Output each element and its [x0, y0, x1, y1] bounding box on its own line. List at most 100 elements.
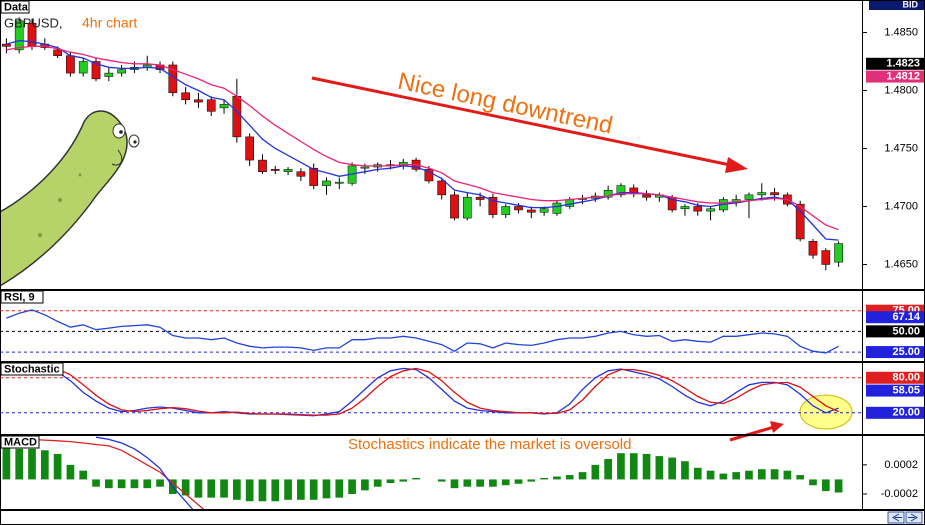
price-marker-label: 58.05: [892, 384, 920, 396]
bar: [79, 470, 88, 480]
bar: [2, 446, 11, 480]
panel-title: Stochastic: [4, 363, 60, 375]
bar: [834, 479, 843, 493]
cartoon-spot: [38, 233, 42, 237]
y-tick-label: 1.4800: [884, 84, 918, 96]
level-label-box: [866, 346, 924, 359]
bar: [642, 453, 651, 480]
annotation-arrow: [311, 76, 736, 168]
bar: [514, 479, 523, 484]
y-tick-label: 1.4650: [884, 258, 918, 270]
candle-body: [53, 49, 62, 56]
line-series: [6, 39, 839, 241]
candle-body: [526, 209, 536, 213]
candle-body: [206, 99, 216, 112]
level-label-box: [866, 371, 924, 384]
panel: [0, 365, 862, 417]
axis: 80.00 20.00 58.05: [866, 372, 924, 419]
y-tick-label: 20.00: [892, 407, 920, 419]
candle-body: [91, 61, 101, 80]
panel-title: Data: [4, 1, 29, 13]
price-marker: [866, 311, 924, 324]
bar: [655, 456, 664, 480]
candle-body: [117, 69, 126, 74]
bar: [28, 448, 36, 480]
bar: [821, 479, 830, 492]
line-series: [6, 365, 839, 416]
panel: [2, 436, 843, 509]
bar: [271, 479, 280, 502]
bar: [386, 479, 395, 484]
line-series: [6, 45, 839, 231]
bar: [476, 479, 484, 487]
candle-body: [78, 61, 88, 74]
annotation-arrow: [729, 425, 775, 442]
candle-body: [322, 180, 331, 186]
bar: [501, 479, 510, 486]
candle-body: [450, 194, 459, 219]
bar: [463, 479, 472, 487]
candle-body: [501, 206, 511, 215]
candle-body: [437, 180, 447, 196]
bar: [770, 469, 779, 480]
bar: [489, 479, 497, 487]
bar: [220, 479, 228, 498]
bar: [258, 479, 267, 502]
bar: [757, 469, 766, 480]
candle-body: [821, 250, 831, 265]
price-marker-label: 1.4823: [886, 58, 920, 70]
bar: [245, 479, 254, 502]
bar: [527, 479, 536, 482]
candle-body: [770, 192, 779, 196]
candle-body: [219, 104, 229, 109]
price-marker: [866, 57, 924, 70]
line-series: [6, 365, 839, 417]
panel-title: MACD: [4, 436, 37, 448]
bar: [284, 479, 292, 500]
axis-background: [863, 0, 925, 510]
line-series: [95, 436, 194, 509]
annotation: Stochastics indicate the market is overs…: [348, 436, 631, 453]
bar: [668, 457, 676, 480]
axis: 1.4850 1.4800 1.4750 1.4700 1.4650 1.48231.48…: [862, 26, 924, 270]
candle-body: [14, 20, 24, 51]
bar: [591, 464, 600, 480]
bar: [297, 479, 305, 500]
bid-box: [869, 0, 925, 10]
bar: [322, 479, 331, 499]
bar: [143, 479, 152, 489]
y-tick-label: 0.0002: [884, 459, 918, 471]
cartoon-body: [0, 110, 128, 287]
panel: [0, 309, 862, 354]
bar: [130, 479, 139, 489]
candle-body: [245, 136, 255, 161]
arrow-head: [725, 157, 748, 173]
panel: [2, 17, 843, 271]
bar: [578, 472, 587, 480]
bar: [181, 479, 190, 496]
candle-body: [2, 43, 11, 47]
bar: [629, 453, 638, 480]
candle-body: [462, 196, 472, 219]
bar: [233, 479, 241, 500]
candle-body: [757, 192, 767, 196]
bar: [399, 479, 408, 482]
y-tick-label: 25.00: [892, 346, 920, 358]
bar: [348, 479, 356, 494]
bar: [156, 479, 164, 487]
bar: [553, 476, 561, 480]
candle-body: [309, 167, 319, 186]
axis: 0.0002 -0.0002: [862, 459, 918, 500]
symbol: GBPUSD,: [4, 15, 63, 30]
bar: [412, 477, 420, 480]
panel-title-box: [0, 290, 44, 304]
bar: [450, 479, 459, 489]
candle-body: [795, 203, 805, 240]
candle-body: [283, 169, 293, 172]
panel-title-box: [0, 0, 30, 14]
bar: [783, 470, 792, 480]
level-label-box: [866, 325, 924, 338]
y-tick-label: -0.0002: [881, 488, 918, 500]
